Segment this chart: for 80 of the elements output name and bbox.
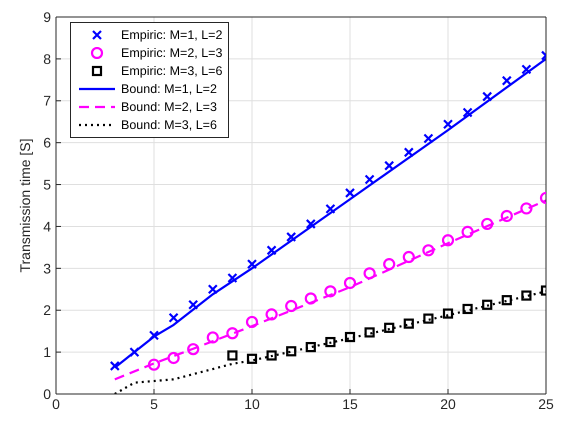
point — [462, 107, 473, 118]
point — [482, 300, 492, 310]
point — [521, 290, 532, 301]
point — [168, 352, 180, 364]
point — [344, 276, 356, 290]
x-tick-label: 20 — [440, 396, 456, 412]
point — [383, 258, 396, 270]
point — [502, 295, 512, 306]
point — [226, 327, 238, 340]
point — [423, 314, 434, 324]
point — [422, 244, 434, 256]
point — [187, 343, 200, 356]
x-tick-label: 5 — [150, 396, 158, 412]
point — [325, 336, 336, 348]
point — [266, 245, 277, 256]
point — [442, 234, 454, 246]
x-tick-label: 15 — [342, 396, 358, 412]
point — [364, 267, 376, 280]
point — [482, 91, 492, 102]
y-tick-label: 7 — [43, 92, 52, 109]
legend-label: Bound: M=1, L=2 — [121, 82, 217, 96]
point — [306, 218, 316, 230]
y-tick-label: 1 — [43, 344, 52, 360]
y-tick-label: 2 — [43, 302, 52, 318]
point — [246, 316, 258, 328]
point — [227, 272, 238, 284]
point — [168, 312, 179, 323]
legend-label: Bound: M=2, L=3 — [121, 100, 217, 114]
y-tick-label: 3 — [43, 260, 52, 276]
point — [520, 202, 532, 215]
point — [402, 250, 415, 264]
y-tick-label: 0 — [43, 386, 52, 402]
point — [325, 204, 336, 214]
point — [266, 308, 278, 321]
point — [246, 354, 258, 364]
point — [148, 330, 160, 340]
y-tick-label: 6 — [43, 134, 52, 151]
point — [148, 358, 160, 371]
point — [285, 300, 298, 312]
point — [502, 76, 512, 86]
y-tick-label: 5 — [43, 176, 52, 193]
point — [306, 342, 316, 352]
point — [324, 285, 336, 298]
point — [344, 188, 356, 198]
point — [286, 346, 296, 356]
point — [404, 318, 414, 329]
point — [521, 64, 532, 74]
point — [286, 232, 296, 242]
point — [188, 300, 198, 310]
point — [364, 327, 375, 338]
point — [208, 284, 218, 294]
point — [442, 119, 454, 130]
point — [364, 174, 375, 185]
point — [246, 259, 258, 270]
legend-label: Empiric: M=3, L=6 — [121, 64, 222, 78]
point — [481, 218, 494, 230]
point — [500, 210, 513, 222]
legend-label: Bound: M=3, L=6 — [121, 118, 217, 132]
y-tick-label: 4 — [43, 218, 52, 234]
point — [442, 308, 454, 319]
point — [344, 332, 356, 342]
point — [266, 350, 277, 361]
x-tick-label: 25 — [538, 396, 554, 412]
y-tick-label: 9 — [43, 8, 52, 25]
point — [462, 304, 473, 314]
legend-label: Empiric: M=2, L=3 — [121, 46, 222, 60]
y-axis-title: Transmission time [S] — [16, 138, 33, 273]
point — [110, 360, 120, 372]
legend-label: Empiric: M=1, L=2 — [121, 28, 222, 42]
point — [227, 350, 238, 361]
point — [423, 133, 434, 144]
point — [129, 347, 140, 358]
point — [462, 226, 474, 238]
point — [384, 322, 394, 333]
y-tick-label: 8 — [43, 50, 52, 67]
point — [304, 292, 317, 305]
x-tick-label: 10 — [244, 396, 260, 412]
point — [384, 160, 394, 171]
point — [206, 331, 219, 344]
point — [404, 147, 414, 158]
